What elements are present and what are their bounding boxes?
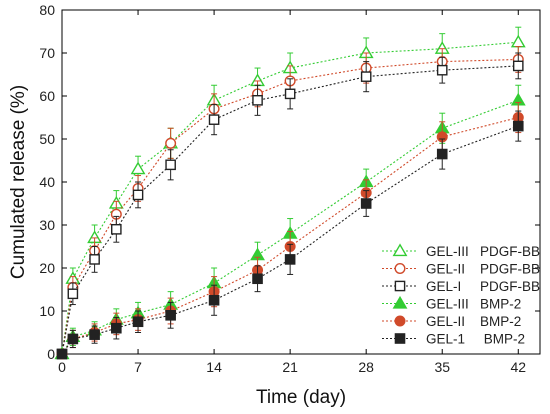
data-point <box>360 198 372 209</box>
legend-entry: GEL-I PDGF-BB <box>382 279 540 294</box>
x-tick-label: 21 <box>282 359 298 375</box>
y-tick-label: 70 <box>39 45 55 61</box>
legend-label: GEL-II PDGF-BB <box>426 262 540 277</box>
tick-layer: 0 7 14 21 28 35 42 0 10 20 30 40 50 60 70 80 <box>39 2 540 375</box>
y-tick-label: 20 <box>39 260 55 276</box>
data-point <box>510 34 526 48</box>
x-tick-label: 0 <box>58 359 66 375</box>
y-tick-label: 80 <box>39 2 55 18</box>
legend-marker <box>394 280 406 292</box>
series-layer <box>54 26 526 360</box>
legend-entry: GEL-1 BMP-2 <box>382 332 525 347</box>
data-point <box>252 94 263 106</box>
data-point <box>89 329 100 340</box>
legend-label: GEL-I PDGF-BB <box>426 279 540 294</box>
data-point <box>132 316 144 328</box>
data-point <box>284 88 296 100</box>
data-point <box>512 60 524 72</box>
data-point <box>165 137 177 149</box>
data-point <box>67 333 79 345</box>
data-point <box>165 310 176 321</box>
y-axis-title: Cumulated release (%) <box>8 85 29 279</box>
data-point <box>436 64 448 76</box>
data-point <box>132 189 144 201</box>
data-point <box>89 254 100 265</box>
data-point <box>360 71 372 82</box>
legend-marker <box>392 243 408 257</box>
legend-marker <box>394 263 406 275</box>
y-tick-label: 40 <box>39 174 55 190</box>
y-tick-label: 30 <box>39 217 55 233</box>
legend-label: GEL-III BMP-2 <box>426 297 521 312</box>
data-point <box>67 288 79 300</box>
data-point <box>208 114 220 125</box>
x-tick-label: 35 <box>434 359 450 375</box>
x-tick-label: 42 <box>510 359 526 375</box>
x-tick-label: 28 <box>358 359 374 375</box>
legend-label: GEL-II BMP-2 <box>426 314 521 329</box>
legend: GEL-III PDGF-BB GEL-II PDGF-BB GEL-I PDGF-… <box>382 243 540 347</box>
data-point <box>111 223 122 235</box>
data-point <box>252 273 263 285</box>
series-3 <box>56 52 524 360</box>
data-point <box>512 120 524 132</box>
series-6 <box>56 110 524 360</box>
data-point <box>56 348 68 360</box>
y-tick-label: 10 <box>39 303 55 319</box>
data-point <box>284 254 296 265</box>
legend-marker <box>394 333 406 344</box>
y-tick-label: 60 <box>39 88 55 104</box>
data-point <box>436 148 448 160</box>
legend-marker <box>394 315 406 327</box>
y-tick-label: 50 <box>39 131 55 147</box>
legend-marker <box>392 295 408 309</box>
legend-label: GEL-1 BMP-2 <box>426 332 525 347</box>
x-tick-label: 14 <box>206 359 222 375</box>
legend-entry: GEL-III PDGF-BB <box>382 243 540 259</box>
legend-entry: GEL-II BMP-2 <box>382 314 521 329</box>
x-axis-title: Time (day) <box>256 387 346 408</box>
data-point <box>165 159 176 171</box>
legend-entry: GEL-III BMP-2 <box>382 295 521 312</box>
data-point <box>208 294 220 306</box>
legend-label: GEL-III PDGF-BB <box>426 244 540 259</box>
series-line <box>61 58 519 355</box>
data-point <box>130 161 146 175</box>
x-tick-label: 7 <box>134 359 142 375</box>
legend-entry: GEL-II PDGF-BB <box>382 262 540 277</box>
data-point <box>111 322 122 334</box>
y-tick-label: 0 <box>47 346 55 362</box>
